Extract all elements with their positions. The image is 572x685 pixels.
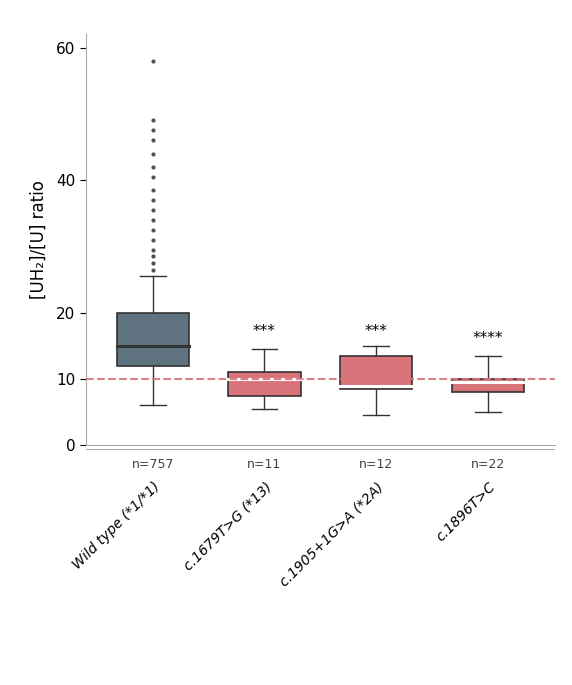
Text: n=757: n=757 [132, 458, 174, 471]
Bar [117, 312, 189, 366]
Y-axis label: [UH₂]/[U] ratio: [UH₂]/[U] ratio [30, 180, 47, 299]
Text: n=11: n=11 [247, 458, 281, 471]
Text: c.1896T>C: c.1896T>C [433, 479, 498, 544]
Bar [340, 356, 412, 389]
Text: ***: *** [253, 324, 276, 339]
Text: c.1905+1G>A (*2A): c.1905+1G>A (*2A) [277, 479, 386, 588]
Text: c.1679T>G (*13): c.1679T>G (*13) [181, 479, 275, 573]
Text: ****: **** [472, 331, 503, 346]
Bar [228, 373, 301, 395]
Bar [451, 379, 524, 393]
Text: Wild type (*1/*1): Wild type (*1/*1) [70, 479, 162, 572]
Text: n=12: n=12 [359, 458, 394, 471]
Text: n=22: n=22 [471, 458, 505, 471]
Text: ***: *** [365, 324, 388, 339]
